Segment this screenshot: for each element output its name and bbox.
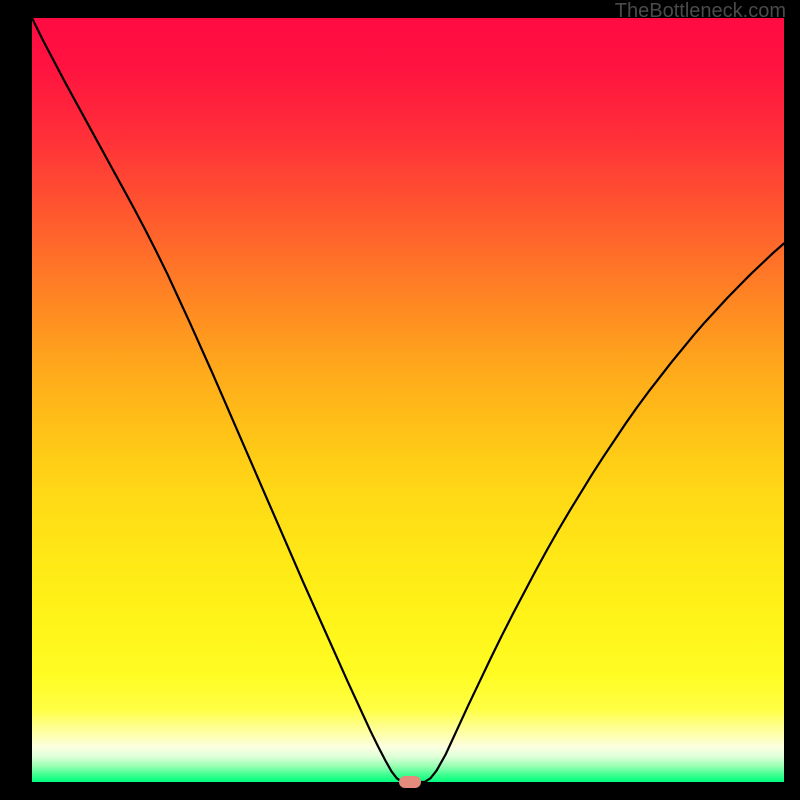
watermark-text: TheBottleneck.com [615, 0, 786, 23]
bottleneck-curve [32, 18, 784, 782]
chart-container: TheBottleneck.com [0, 0, 800, 800]
plot-area [32, 18, 784, 782]
curve-layer [32, 18, 784, 782]
optimal-point-marker [399, 776, 421, 788]
